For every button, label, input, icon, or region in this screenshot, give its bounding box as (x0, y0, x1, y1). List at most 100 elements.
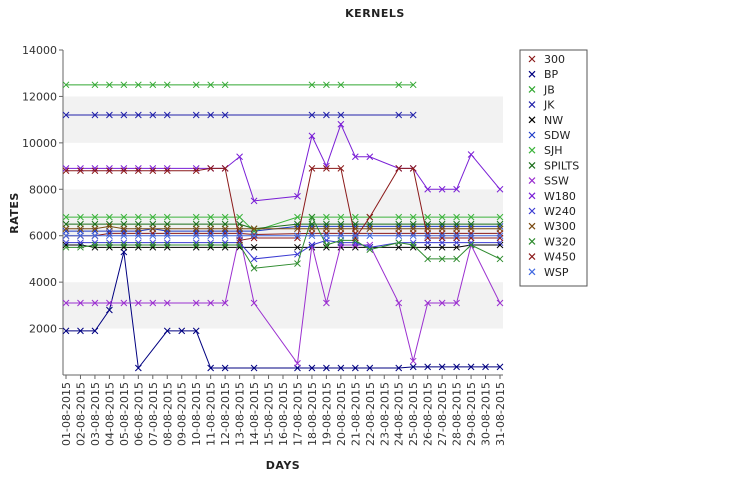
data-point (323, 364, 330, 372)
data-point (351, 213, 359, 221)
data-point (351, 232, 359, 240)
data-point (207, 232, 215, 240)
data-point (134, 299, 142, 307)
legend-marker-icon (528, 268, 536, 276)
data-point (207, 225, 215, 233)
data-point (337, 165, 345, 172)
data-point (221, 241, 229, 249)
data-point (453, 255, 460, 263)
data-point (323, 299, 330, 307)
data-point (337, 225, 345, 233)
data-point (236, 213, 243, 221)
y-tick-label: 14000 (22, 44, 57, 57)
data-point (149, 111, 157, 119)
data-point (395, 364, 403, 372)
data-point (106, 232, 113, 240)
data-point (106, 81, 113, 89)
x-tick-label: 24-08-2015 (393, 382, 406, 446)
data-point (294, 232, 301, 240)
x-tick-label: 19-08-2015 (320, 382, 333, 446)
series-wsp (62, 232, 504, 240)
data-point (134, 167, 142, 175)
data-point (178, 327, 186, 335)
legend-label: W240 (544, 205, 576, 218)
y-tick-label: 10000 (22, 137, 57, 150)
data-point (163, 81, 171, 89)
data-point (149, 232, 157, 240)
grid-band (63, 96, 503, 143)
data-point (438, 213, 446, 221)
x-tick-label: 14-08-2015 (248, 382, 261, 446)
legend-item: 300 (528, 53, 565, 66)
data-point (192, 213, 200, 221)
data-point (77, 327, 84, 335)
data-point (192, 241, 200, 249)
data-point (250, 255, 258, 263)
data-point (438, 232, 446, 240)
data-point (409, 213, 417, 221)
data-point (351, 364, 359, 372)
data-point (149, 299, 157, 307)
legend-label: SDW (544, 129, 570, 142)
series-sjh (62, 213, 504, 235)
data-point (323, 81, 330, 89)
data-point (163, 111, 171, 119)
x-tick-label: 29-08-2015 (465, 382, 478, 446)
data-point (453, 213, 460, 221)
legend-label: JB (543, 83, 555, 96)
data-point (496, 213, 504, 221)
data-point (366, 364, 374, 372)
data-point (163, 225, 171, 233)
data-point (294, 213, 301, 221)
data-point (207, 364, 215, 372)
data-point (134, 241, 142, 249)
data-point (323, 232, 330, 240)
data-point (163, 327, 171, 335)
data-point (62, 111, 70, 119)
data-point (337, 81, 345, 89)
data-point (395, 299, 403, 307)
x-axis: 01-08-2015 02-08-2015 03-08-2015 04-08-2015… (60, 374, 507, 446)
data-point (91, 299, 99, 307)
legend-item: JK (528, 99, 555, 112)
grid-band (63, 142, 503, 190)
legend-label: W320 (544, 235, 576, 248)
data-point (438, 185, 446, 193)
data-point (496, 225, 504, 233)
x-axis-title: DAYS (266, 459, 300, 472)
legend-item: BP (528, 68, 559, 81)
legend-marker-icon (528, 85, 536, 93)
data-point (496, 299, 504, 307)
legend-marker-icon (528, 237, 536, 245)
data-point (192, 232, 200, 240)
legend-marker-icon (528, 146, 536, 154)
data-point (395, 111, 403, 119)
x-tick-label: 28-08-2015 (451, 382, 464, 446)
data-point (467, 363, 475, 371)
data-point (77, 299, 84, 307)
data-point (308, 165, 316, 172)
data-point (192, 225, 200, 233)
x-tick-label: 05-08-2015 (118, 382, 131, 446)
data-point (134, 213, 142, 221)
data-point (308, 225, 316, 233)
legend-label: W180 (544, 190, 576, 203)
legend-marker-icon (528, 131, 536, 139)
legend-marker-icon (528, 177, 536, 185)
data-point (409, 232, 417, 240)
legend-item: W180 (528, 190, 576, 203)
x-tick-label: 21-08-2015 (349, 382, 362, 446)
legend-marker-icon (528, 192, 536, 200)
legend-item: SDW (528, 129, 570, 142)
data-point (337, 120, 345, 128)
data-point (106, 220, 113, 228)
data-point (207, 241, 215, 249)
y-tick-label: 2000 (29, 323, 57, 336)
data-point (409, 81, 417, 89)
legend-label: SPILTS (544, 159, 579, 172)
data-point (91, 213, 99, 221)
data-point (163, 213, 171, 221)
legend-item: WSP (528, 266, 569, 279)
data-point (424, 232, 432, 240)
